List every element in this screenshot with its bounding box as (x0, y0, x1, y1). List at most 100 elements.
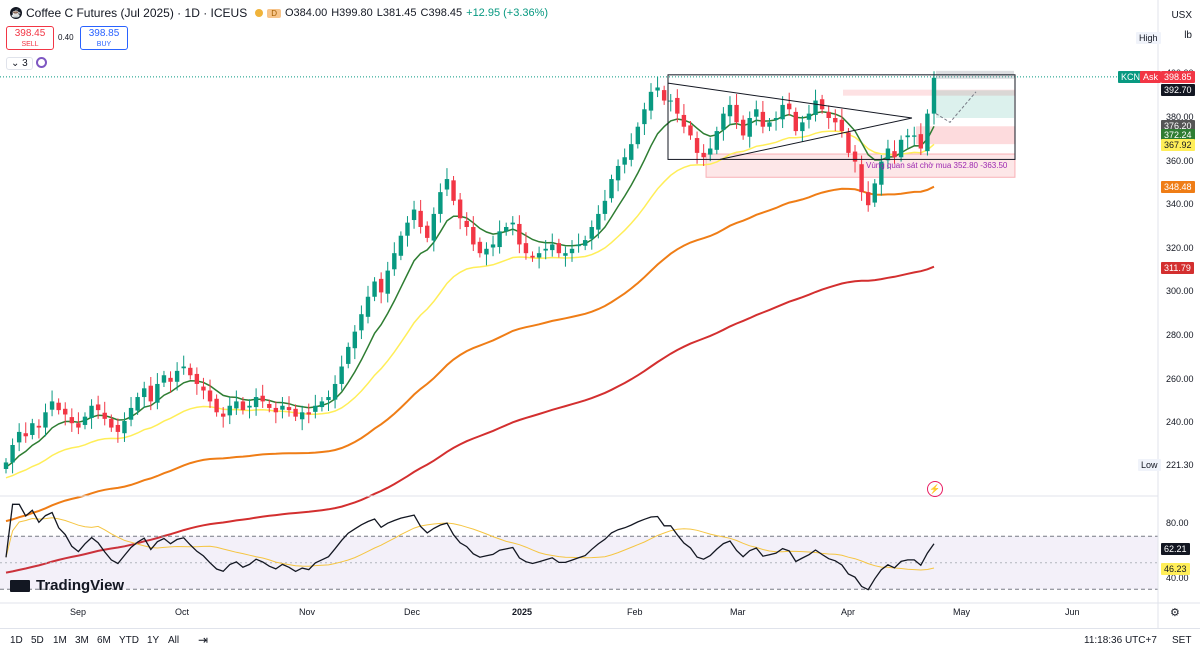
candle[interactable] (398, 231, 404, 261)
candle[interactable] (503, 222, 509, 236)
candle[interactable] (23, 422, 28, 443)
range-5d[interactable]: 5D (31, 635, 44, 646)
candle[interactable] (734, 94, 739, 129)
candle[interactable] (721, 107, 726, 141)
unit-label[interactable]: lb (1184, 30, 1192, 41)
candle[interactable] (760, 100, 766, 134)
target-zone[interactable] (936, 90, 1014, 118)
rsi-line[interactable] (5, 503, 935, 591)
ema-orange-line[interactable] (5, 185, 935, 523)
candle[interactable] (365, 285, 371, 324)
candle[interactable] (629, 133, 634, 167)
candle[interactable] (10, 438, 15, 474)
candle[interactable] (457, 192, 463, 230)
candle[interactable] (444, 168, 450, 197)
projection-path[interactable] (935, 91, 977, 124)
axis-settings-icon[interactable]: ⚙ (1170, 607, 1180, 619)
candle[interactable] (253, 388, 259, 416)
candle[interactable] (30, 418, 35, 440)
candle[interactable] (36, 419, 42, 439)
candle[interactable] (293, 404, 298, 422)
candle[interactable] (411, 200, 417, 229)
candle[interactable] (194, 367, 200, 395)
range-1y[interactable]: 1Y (147, 635, 160, 646)
candle[interactable] (352, 325, 358, 360)
candle[interactable] (688, 121, 693, 140)
candle[interactable] (859, 155, 864, 201)
candle[interactable] (918, 123, 924, 156)
candle[interactable] (550, 233, 555, 257)
range-1m[interactable]: 1M (53, 635, 67, 646)
candle[interactable] (201, 377, 206, 400)
candle[interactable] (385, 261, 390, 303)
candle[interactable] (661, 85, 667, 105)
candle[interactable] (642, 102, 647, 136)
candle[interactable] (425, 221, 430, 243)
candle[interactable] (727, 96, 733, 125)
triangle-lower-line[interactable] (719, 117, 913, 160)
candle[interactable] (227, 397, 232, 425)
candle[interactable] (806, 104, 812, 129)
candle[interactable] (161, 370, 167, 388)
candle[interactable] (668, 94, 673, 112)
candle[interactable] (142, 381, 147, 408)
candle[interactable] (280, 397, 285, 419)
candle[interactable] (747, 111, 752, 148)
candle[interactable] (174, 362, 180, 391)
candle[interactable] (95, 395, 101, 419)
candle[interactable] (813, 89, 818, 122)
candle[interactable] (392, 242, 397, 276)
candle[interactable] (313, 394, 318, 419)
candle[interactable] (865, 181, 871, 212)
candle[interactable] (569, 240, 575, 262)
candle[interactable] (115, 418, 121, 443)
range-ytd[interactable]: YTD (119, 635, 139, 646)
candle[interactable] (477, 237, 483, 258)
indicator-settings-icon[interactable] (36, 57, 47, 68)
candle[interactable] (267, 399, 272, 413)
candle[interactable] (188, 363, 193, 380)
candle[interactable] (49, 390, 55, 417)
candle[interactable] (319, 397, 325, 412)
candle[interactable] (464, 212, 469, 236)
candle[interactable] (148, 376, 153, 411)
candle[interactable] (622, 148, 627, 174)
range-all[interactable]: All (168, 635, 180, 646)
candle[interactable] (530, 251, 535, 262)
candle[interactable] (16, 423, 22, 452)
candle[interactable] (754, 100, 759, 126)
candle[interactable] (69, 408, 75, 432)
candle[interactable] (3, 458, 9, 474)
candle[interactable] (701, 144, 706, 166)
candle[interactable] (780, 96, 785, 129)
candle[interactable] (510, 216, 515, 236)
buy-button[interactable]: 398.85 BUY (80, 26, 128, 50)
candle[interactable] (234, 390, 239, 415)
candle[interactable] (438, 183, 443, 223)
candle[interactable] (405, 216, 410, 247)
candle[interactable] (846, 128, 851, 158)
candle[interactable] (346, 342, 351, 369)
candle[interactable] (852, 145, 858, 173)
candle[interactable] (181, 355, 186, 375)
candle[interactable] (523, 232, 529, 260)
currency-code[interactable]: USX (1171, 10, 1192, 21)
session-label[interactable]: SET (1172, 635, 1192, 646)
candle[interactable] (451, 175, 456, 206)
range-6m[interactable]: 6M (97, 635, 111, 646)
candle[interactable] (128, 397, 134, 427)
range-3m[interactable]: 3M (75, 635, 89, 646)
candle[interactable] (214, 394, 219, 417)
candle[interactable] (826, 105, 831, 129)
candle[interactable] (655, 76, 660, 98)
candle[interactable] (431, 207, 437, 252)
candle[interactable] (247, 399, 252, 419)
candle[interactable] (681, 104, 687, 134)
candle[interactable] (326, 390, 331, 411)
clock[interactable]: 11:18:36 UTC+7 (1084, 635, 1157, 646)
candle[interactable] (602, 189, 608, 221)
candle[interactable] (885, 139, 891, 170)
candle[interactable] (497, 220, 502, 254)
candle[interactable] (675, 89, 680, 123)
